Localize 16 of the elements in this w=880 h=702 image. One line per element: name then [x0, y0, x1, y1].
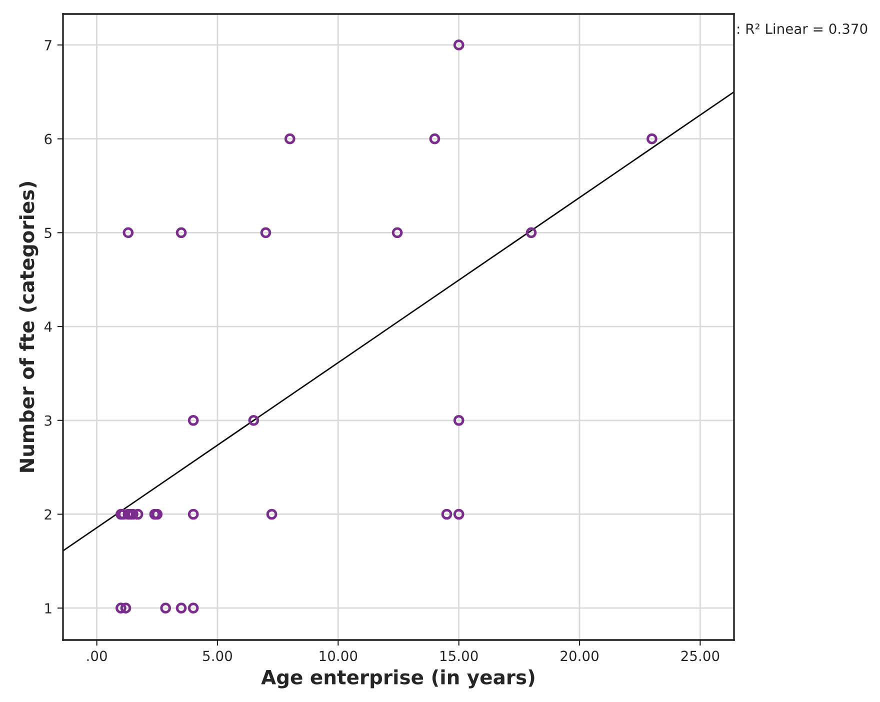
- y-tick-label: 1: [45, 603, 52, 614]
- text: : R² Linear = 0.370: [738, 23, 868, 34]
- y-axis-title: Number of fte (categories): [19, 182, 38, 472]
- x-tick-label: 5.00: [203, 650, 232, 662]
- x-tick-label: .00: [87, 650, 107, 662]
- y-tick-label: 5: [44, 228, 52, 238]
- x-tick-label: 20.00: [560, 650, 598, 662]
- x-tick-label: 10.00: [320, 650, 358, 662]
- y-tick-label: 6: [44, 134, 52, 144]
- x-tick-label: 25.00: [681, 650, 720, 662]
- y-tick-label: 3: [44, 415, 52, 426]
- y-tick-label: 4: [44, 322, 52, 332]
- y-tick-label: 2: [44, 509, 52, 520]
- x-axis-title: Age enterprise (in years): [261, 669, 534, 688]
- x-tick-label: 15.00: [440, 650, 478, 662]
- y-tick-label: 7: [44, 40, 52, 50]
